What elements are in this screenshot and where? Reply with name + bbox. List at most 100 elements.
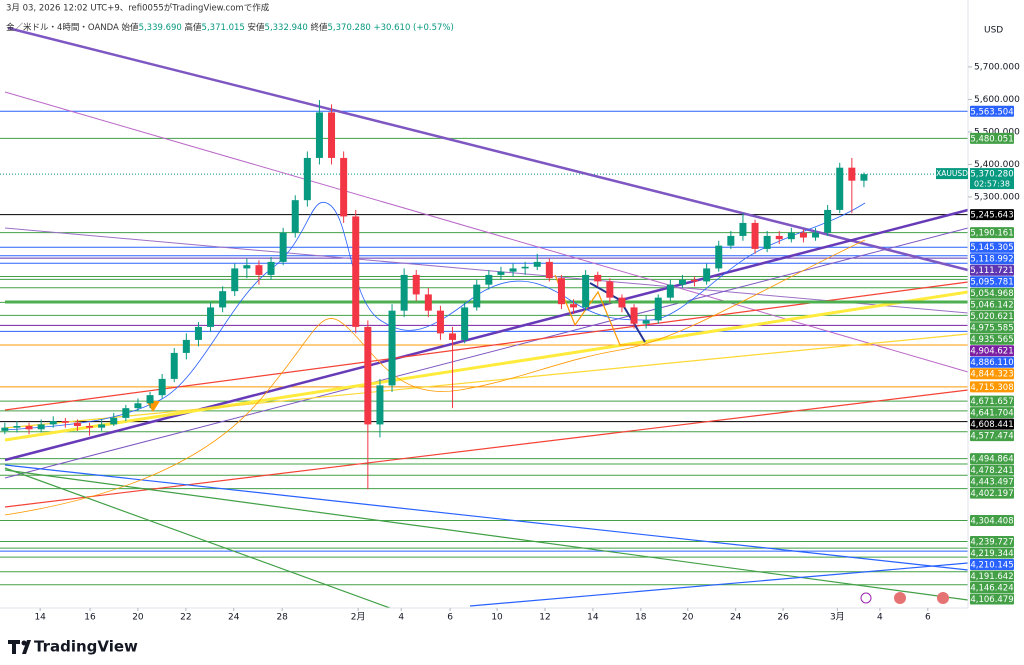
candle-body <box>763 235 771 249</box>
candle-body <box>570 304 578 308</box>
level-label: 4,146.424 <box>970 583 1013 593</box>
candle-body <box>799 232 807 238</box>
candle-body <box>194 326 202 340</box>
candle-body <box>122 408 130 418</box>
logo-mark <box>21 640 27 646</box>
candles <box>1 100 868 490</box>
level-label-box <box>970 310 1014 322</box>
level-label-box <box>970 535 1014 547</box>
icon <box>937 592 949 604</box>
level-label-box <box>970 381 1014 393</box>
level-label-box <box>970 547 1014 559</box>
x-tick-label: 16 <box>84 613 96 623</box>
x-tick-label: 14 <box>587 613 599 623</box>
level-label-box <box>970 395 1014 407</box>
level-label: 4,219.344 <box>970 549 1013 559</box>
trend-line <box>4 227 969 314</box>
candle-body <box>267 261 275 275</box>
candle-body <box>388 310 396 386</box>
candle-body <box>328 112 336 158</box>
symbol-box <box>936 168 968 180</box>
level-label: 4,304.408 <box>970 516 1013 526</box>
level-label-box <box>970 453 1014 465</box>
x-tick-label: 6 <box>447 613 453 623</box>
level-label-box <box>970 132 1014 144</box>
level-label: 4,577.474 <box>970 432 1013 442</box>
x-tick-label: 4 <box>877 613 883 623</box>
level-label: 5,145.305 <box>970 243 1013 253</box>
level-label: 4,671.657 <box>970 397 1013 407</box>
trend-line <box>4 333 969 429</box>
candle-body <box>352 216 360 327</box>
level-label: 5,480.051 <box>970 134 1013 144</box>
trend-line <box>4 208 969 462</box>
candle-body <box>582 274 590 308</box>
candle-body <box>497 271 505 275</box>
level-label-box <box>970 487 1014 499</box>
level-label-box <box>970 209 1014 221</box>
label: 始値 <box>122 22 140 33</box>
candle-body <box>400 274 408 311</box>
trend-line <box>4 227 969 479</box>
x-tick-label: 22 <box>180 613 191 623</box>
y-tick-label: 5,700.000 <box>974 62 1020 72</box>
x-tick-label: 24 <box>730 613 742 623</box>
currency: USD <box>984 26 1003 36</box>
level-label: 4,191.642 <box>970 572 1013 582</box>
candle-body <box>521 266 529 269</box>
x-tick-label: 2月 <box>351 612 366 623</box>
level-label-box <box>970 253 1014 265</box>
event-icons <box>860 592 949 604</box>
level-label: 4,478.241 <box>970 466 1013 476</box>
candle-body <box>86 426 94 428</box>
logo-mark <box>22 640 31 654</box>
level-label-box <box>970 418 1014 430</box>
level-label-box <box>970 227 1014 239</box>
label: 安値 <box>248 22 266 33</box>
logo: TradingView <box>8 638 138 656</box>
level-label: 4,402.197 <box>970 489 1013 499</box>
level-label: 5,563.504 <box>970 107 1013 117</box>
candle-body <box>787 232 795 240</box>
candle-body <box>231 268 239 292</box>
change: +30.610 (+0.57%) <box>373 23 453 33</box>
candle-body <box>824 209 832 233</box>
axis: 5,700.000 5,600.000 5,500.000 5,400.000 5,30… <box>34 62 1020 622</box>
candle-body <box>412 274 420 295</box>
symbol: 金／米ドル・4時間・OANDA <box>6 22 119 33</box>
x-tick-label: 20 <box>682 613 694 623</box>
value: 5,370.280 <box>328 23 371 33</box>
level-label: 4,443.497 <box>970 478 1013 488</box>
candle-body <box>606 281 614 298</box>
y-tick-label: 5,400.000 <box>974 160 1020 170</box>
level-label-box <box>970 276 1014 288</box>
x-tick-label: 24 <box>228 613 240 623</box>
candle-body <box>303 157 311 201</box>
level-label-box <box>970 333 1014 345</box>
level-label: 5,118.992 <box>970 255 1013 265</box>
pattern-line <box>554 274 650 346</box>
level-label: 5,111.721 <box>970 266 1013 276</box>
candle-body <box>207 307 215 327</box>
candle-body <box>812 232 820 238</box>
candle-body <box>509 268 517 272</box>
drawings <box>4 26 969 609</box>
candle-body <box>49 421 57 425</box>
candle-body <box>666 284 674 298</box>
candle-body <box>315 112 323 158</box>
level-label: 4,904.621 <box>970 347 1013 357</box>
candle-body <box>703 268 711 282</box>
icon <box>860 592 872 604</box>
candle-body <box>485 274 493 285</box>
candle-body <box>860 174 868 181</box>
candle-body <box>364 326 372 425</box>
x-tick-label: 14 <box>34 613 46 623</box>
candle-body <box>13 426 21 428</box>
candle-body <box>158 378 166 396</box>
level-label: 4,715.308 <box>970 383 1013 393</box>
candle-body <box>461 307 469 340</box>
moving-average <box>4 202 866 431</box>
candle-body <box>436 310 444 334</box>
